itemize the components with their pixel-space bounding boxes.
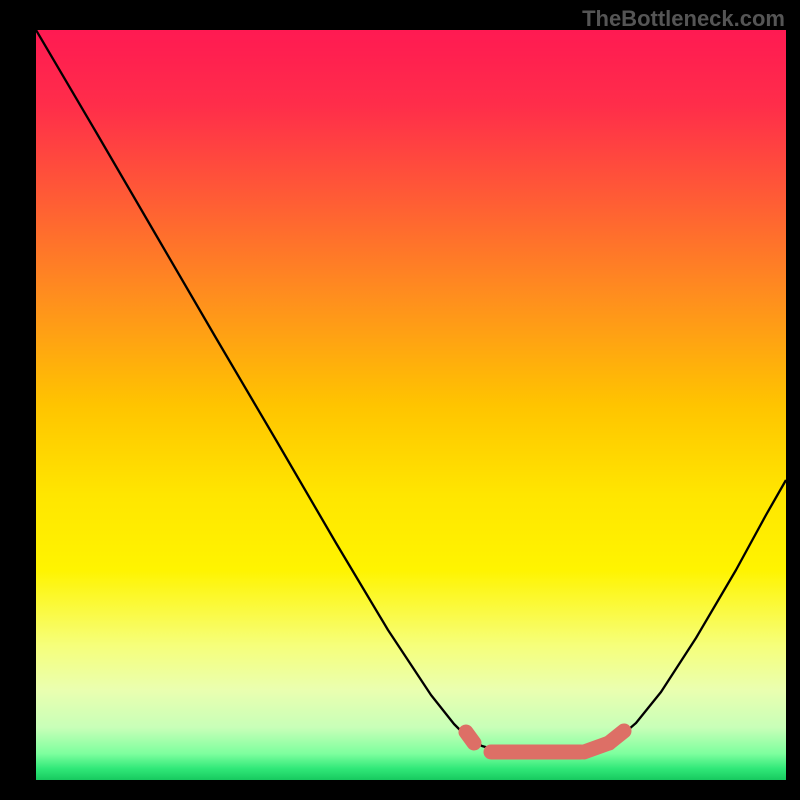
bottleneck-curve [36, 30, 786, 752]
watermark-text: TheBottleneck.com [582, 6, 785, 32]
optimal-range-highlight [466, 731, 624, 752]
